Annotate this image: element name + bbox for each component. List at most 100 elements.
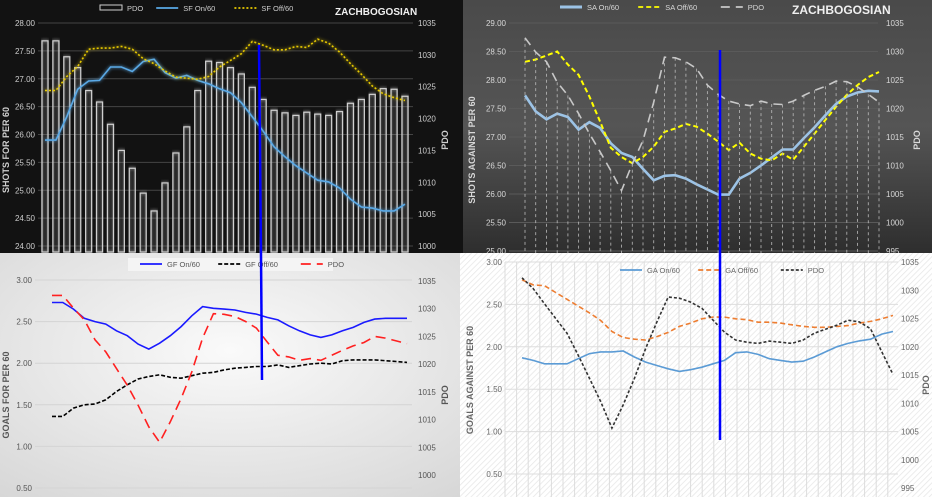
y-tick-label: 29.00 — [486, 19, 507, 28]
y-tick-label: 0.50 — [486, 470, 502, 479]
y-tick-label: 25.00 — [486, 247, 507, 256]
y2-tick-label: 1025 — [418, 83, 436, 92]
y2-tick-label: 1010 — [418, 416, 436, 425]
y-tick-label: 28.00 — [15, 19, 36, 28]
bar — [161, 182, 169, 253]
bar — [52, 40, 60, 253]
bar — [150, 210, 158, 253]
y2-tick-label: 1005 — [418, 210, 436, 219]
y-tick-label: 25.50 — [15, 158, 36, 167]
bar — [346, 102, 355, 253]
y2-tick-label: 1005 — [886, 190, 904, 199]
y-tick-label: 3.00 — [486, 258, 502, 267]
y2-tick-label: 1000 — [418, 242, 436, 251]
y-tick-label: 28.00 — [486, 76, 507, 85]
bar — [205, 60, 213, 253]
y2-tick-label: 1010 — [901, 399, 919, 408]
series-line — [52, 294, 408, 444]
y2-tick-label: 1030 — [901, 286, 919, 295]
y2-tick-label: 1010 — [418, 178, 436, 187]
y2-tick-label: 1000 — [418, 471, 436, 480]
bar — [226, 66, 235, 253]
y-tick-label: 3.00 — [16, 276, 32, 285]
y2-tick-label: 1035 — [901, 258, 919, 267]
bar — [183, 126, 191, 253]
bar — [106, 123, 115, 253]
y-tick-label: 27.00 — [15, 75, 36, 84]
bar — [292, 114, 300, 253]
series-line — [52, 301, 407, 350]
bar — [270, 109, 278, 253]
bar — [85, 89, 93, 253]
y-tick-label: 2.00 — [486, 343, 502, 352]
bar — [281, 112, 289, 253]
y2-tick-label: 1020 — [886, 105, 904, 114]
legend-label: PDO — [748, 3, 764, 12]
player-name-label: ZACHBOGOSIAN — [792, 3, 891, 17]
y-tick-label: 28.50 — [486, 48, 507, 57]
y2-tick-label: 1015 — [886, 133, 904, 142]
y2-tick-label: 1005 — [901, 428, 919, 437]
y2-tick-label: 1025 — [886, 76, 904, 85]
y2-axis-title: PDO — [912, 130, 922, 150]
bar — [314, 113, 322, 253]
marker-line — [257, 44, 263, 256]
bar — [139, 192, 147, 253]
y-axis-title: GOALS AGAINST PER 60 — [465, 326, 475, 434]
y-tick-label: 24.50 — [15, 214, 36, 223]
series-line — [524, 37, 880, 193]
y-tick-label: 27.00 — [486, 133, 507, 142]
y2-tick-label: 1035 — [886, 19, 904, 28]
bar — [368, 93, 376, 253]
series-line — [521, 330, 894, 373]
legend: GF On/60 GF Off/60 PDO — [128, 258, 344, 271]
y-tick-label: 1.00 — [486, 428, 502, 437]
series-pdo — [51, 294, 408, 444]
y2-axis-title: PDO — [440, 130, 450, 150]
bar — [172, 152, 180, 253]
y-tick-label: 24.00 — [15, 242, 36, 251]
bar — [215, 61, 224, 253]
bar — [248, 86, 256, 253]
series-gf-off-60 — [51, 359, 408, 418]
panel-background — [460, 253, 932, 497]
legend-label: PDO — [328, 260, 344, 269]
chart-panel-3: 0.50 1.00 1.50 2.00 2.50 3.00 1000 1005 1010 1015… — [0, 253, 460, 497]
legend-label: SF Off/60 — [261, 4, 293, 13]
bar — [401, 95, 409, 253]
series-gf-on-60 — [51, 301, 408, 350]
legend-label: GF On/60 — [167, 260, 200, 269]
y-tick-label: 25.50 — [486, 219, 507, 228]
y2-tick-label: 1020 — [418, 115, 436, 124]
chart-panel-2: 25.00 25.50 26.00 26.50 27.00 27.50 28.00 28.50… — [463, 0, 932, 256]
y2-tick-label: 1025 — [418, 332, 436, 341]
bar — [128, 167, 136, 253]
series-line — [52, 359, 408, 418]
y2-tick-label: 1035 — [418, 277, 436, 286]
series-sf-on-60 — [44, 58, 406, 212]
series-line — [45, 58, 406, 212]
y2-axis-title: PDO — [921, 375, 931, 395]
bar — [303, 111, 311, 253]
y2-tick-label: 995 — [901, 484, 915, 493]
y-tick-label: 27.50 — [486, 105, 507, 114]
y-tick-label: 26.00 — [15, 131, 36, 140]
legend-label: GA On/60 — [647, 266, 680, 275]
series-sf-off-60 — [44, 38, 406, 102]
series-pdo — [524, 37, 880, 253]
legend-label: SA On/60 — [587, 3, 619, 12]
y2-tick-label: 995 — [886, 247, 900, 256]
chart-panel-4: 0.50 1.00 1.50 2.00 2.50 3.00 995 1000 1005 1010 1… — [460, 253, 932, 497]
y-axis-title: SHOTS AGAINST PER 60 — [467, 96, 477, 203]
legend-label: GA Off/60 — [725, 266, 758, 275]
y-axis-title: GOALS FOR PER 60 — [1, 351, 11, 438]
marker-line — [259, 254, 264, 381]
y2-tick-label: 1020 — [901, 343, 919, 352]
series-line — [45, 38, 406, 102]
y2-tick-label: 1010 — [886, 162, 904, 171]
series-pdo — [521, 277, 894, 431]
legend-label: SF On/60 — [183, 4, 215, 13]
y-tick-label: 0.50 — [16, 484, 32, 493]
